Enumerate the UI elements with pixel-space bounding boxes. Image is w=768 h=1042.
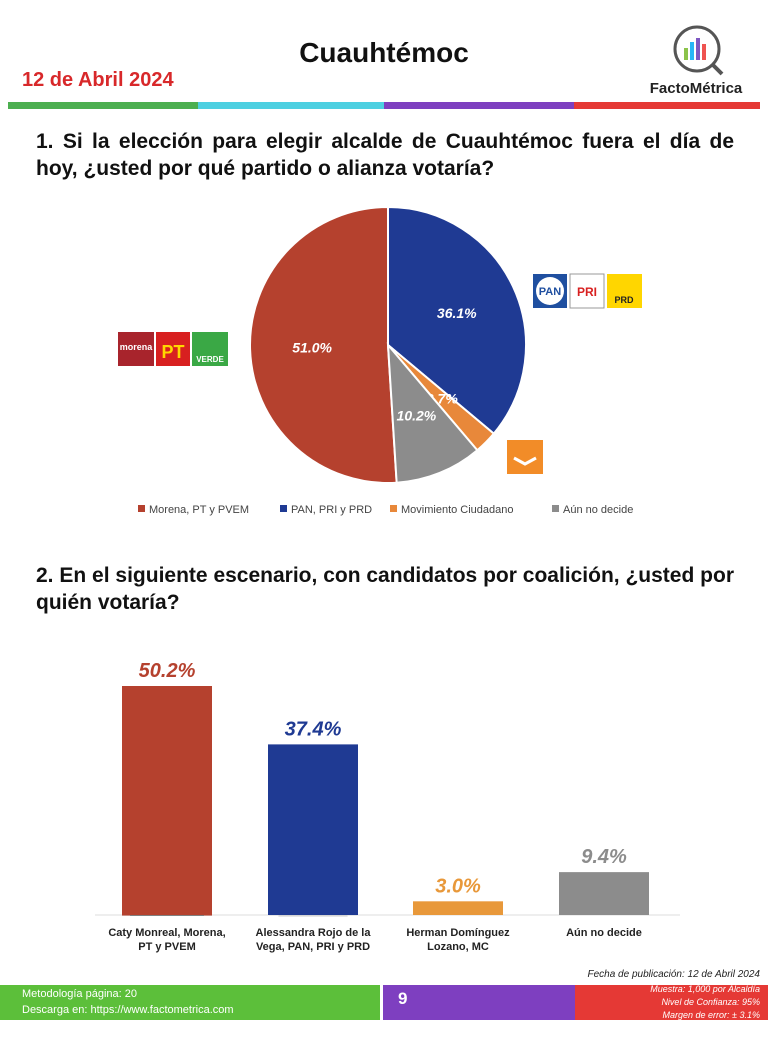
footer-block [0,985,380,1020]
logo-text: PAN [539,286,561,298]
legend-swatch [280,505,287,512]
slice-label: 51.0% [292,339,332,355]
legend-swatch [390,505,397,512]
party-logos-left: morena PT VERDE [118,332,228,366]
legend-label: PAN, PRI y PRD [291,504,372,516]
download: Descarga en: https://www.factometrica.co… [22,1004,234,1016]
bar-label: 50.2% [139,660,196,682]
pie-slice [387,205,527,436]
bar [268,744,358,915]
category-label: Herman Domínguez Lozano, MC [406,927,510,953]
category-label: Caty Monreal, Morena, PT y PVEM [108,927,226,953]
question: 2. En el siguiente escenario, con candid… [36,564,734,614]
logo-icon [673,25,724,76]
slice-label: 10.2% [397,407,437,423]
logo-text: morena [120,342,154,352]
confidence: Nivel de Confianza: 95% [661,997,760,1007]
pie-slice [249,205,398,484]
bar-label: 9.4% [581,846,627,868]
bar [413,901,503,915]
bar [122,686,212,915]
footer-block [575,985,768,1020]
pie-slice [386,342,479,484]
slice-label: 36.1% [437,305,477,321]
bar [559,872,649,915]
published: Fecha de publicación: 12 de Abril 2024 [587,969,760,980]
legend-swatch [552,505,559,512]
error: Margen de error: ± 3.1% [663,1010,760,1020]
logo-text: PT [161,342,184,362]
brand: FactoMétrica [650,80,743,97]
category-label: Alessandra Rojo de la Vega, PAN, PRI y P… [255,927,371,953]
sample: Muestra: 1,000 por Alcaldía [650,984,760,994]
strip [198,102,384,109]
footer-block [383,985,575,1020]
logo-text: VERDE [196,355,224,364]
page-number: 9 [398,989,407,1008]
category-label: Aún no decide [566,927,642,939]
legend-swatch [138,505,145,512]
question: 1. Si la elección para elegir alcalde de… [36,130,734,180]
strip [8,102,198,109]
legend-label: Aún no decide [563,504,633,516]
bar-label: 3.0% [435,875,481,897]
logo-text: PRD [614,295,634,305]
strip [384,102,574,109]
legend-label: Movimiento Ciudadano [401,504,514,516]
date: 12 de Abril 2024 [22,69,174,91]
strip [574,102,760,109]
legend-label: Morena, PT y PVEM [149,504,249,516]
methodology: Metodología página: 20 [22,988,137,1000]
title: Cuauhtémoc [299,37,469,68]
bar-label: 37.4% [285,718,342,740]
logo-text: PRI [577,285,597,299]
party-logos-right: PAN PRI PRD [507,273,642,474]
